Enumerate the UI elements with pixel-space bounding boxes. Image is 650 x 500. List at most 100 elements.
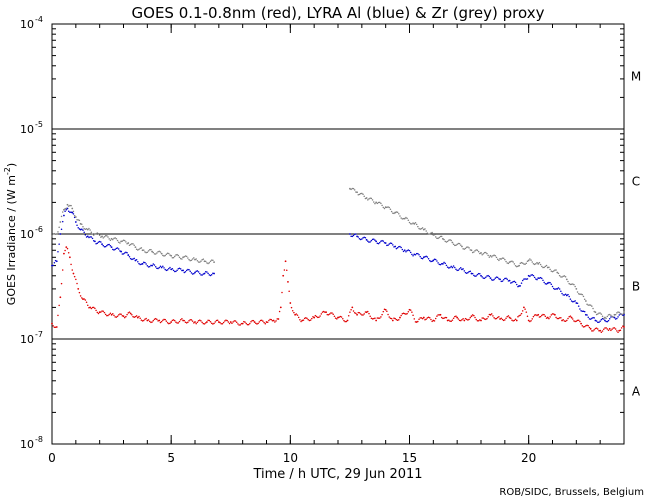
- trace-dot: [238, 324, 240, 326]
- flare-class-label: C: [632, 175, 640, 189]
- trace-dot: [459, 244, 462, 246]
- trace-dot: [67, 251, 70, 254]
- trace-dot: [412, 314, 414, 317]
- trace-dot: [452, 243, 455, 245]
- trace-dot: [252, 319, 255, 322]
- trace-dot: [140, 247, 143, 249]
- trace-dot: [330, 312, 332, 314]
- trace-dot: [179, 319, 182, 321]
- trace-dot: [160, 320, 163, 323]
- trace-dot: [190, 272, 193, 274]
- trace-dot: [468, 318, 470, 321]
- trace-dot: [162, 319, 164, 321]
- trace-dot: [415, 223, 418, 226]
- trace-dot: [409, 251, 412, 254]
- trace-dot: [396, 319, 399, 322]
- trace-dot: [115, 237, 118, 240]
- trace-dot: [541, 314, 543, 317]
- trace-dot: [535, 262, 537, 265]
- trace-dot: [232, 321, 234, 323]
- data-point: [127, 242, 130, 244]
- trace-dot: [116, 315, 119, 318]
- trace-dot: [419, 317, 421, 319]
- data-point: [110, 237, 113, 240]
- trace-dot: [409, 223, 412, 225]
- data-point: [101, 235, 103, 238]
- trace-dot: [370, 317, 373, 319]
- trace-dot: [150, 248, 152, 251]
- trace-dot: [505, 260, 507, 263]
- data-point: [194, 258, 196, 261]
- trace-dot: [69, 211, 71, 214]
- trace-dot: [154, 266, 157, 268]
- trace-dot: [614, 328, 617, 330]
- trace-dot: [351, 235, 354, 238]
- trace-dot: [76, 219, 78, 221]
- trace-dot: [246, 323, 249, 326]
- data-point: [403, 217, 406, 220]
- data-point: [63, 252, 65, 255]
- trace-dot: [433, 258, 436, 260]
- data-point: [151, 250, 154, 253]
- trace-dot: [367, 310, 369, 313]
- trace-dot: [567, 280, 569, 283]
- trace-dot: [431, 260, 433, 262]
- trace-dot: [85, 301, 88, 304]
- trace-dot: [461, 318, 463, 321]
- trace-dot: [108, 238, 110, 240]
- trace-dot: [427, 233, 430, 235]
- trace-dot: [283, 269, 286, 271]
- trace-dot: [328, 313, 331, 315]
- trace-dot: [195, 258, 197, 260]
- trace-dot: [278, 310, 281, 313]
- trace-dot: [521, 279, 524, 282]
- trace-dot: [541, 277, 543, 280]
- data-point: [71, 207, 74, 210]
- trace-dot: [400, 314, 402, 317]
- data-point: [561, 319, 563, 322]
- trace-dot: [408, 249, 411, 252]
- trace-dot: [496, 316, 499, 319]
- data-point: [527, 259, 530, 262]
- trace-dot: [370, 239, 373, 242]
- trace-dot: [394, 317, 396, 320]
- trace-dot: [544, 283, 547, 285]
- trace-dot: [331, 312, 333, 314]
- trace-dot: [576, 319, 579, 322]
- trace-dot: [64, 249, 66, 252]
- trace-dot: [542, 266, 544, 269]
- trace-dot: [311, 317, 313, 320]
- trace-dot: [90, 231, 93, 233]
- trace-dot: [526, 315, 529, 318]
- trace-dot: [412, 254, 414, 257]
- trace-dot: [378, 317, 381, 319]
- trace-dot: [507, 262, 510, 265]
- trace-dot: [300, 320, 302, 323]
- trace-dot: [424, 228, 426, 230]
- data-point: [356, 191, 358, 194]
- trace-dot: [555, 316, 557, 319]
- trace-dot: [606, 315, 609, 318]
- trace-dot: [102, 244, 104, 247]
- trace-dot: [551, 270, 554, 273]
- trace-dot: [575, 320, 578, 322]
- trace-dot: [291, 309, 294, 312]
- trace-dot: [610, 329, 612, 332]
- trace-dot: [274, 321, 276, 323]
- trace-dot: [166, 322, 169, 324]
- trace-dot: [184, 270, 187, 273]
- trace-dot: [442, 317, 444, 320]
- trace-dot: [618, 311, 620, 314]
- trace-dot: [151, 321, 153, 323]
- trace-dot: [483, 277, 486, 280]
- trace-dot: [235, 321, 238, 323]
- trace-dot: [485, 251, 487, 254]
- trace-dot: [550, 314, 553, 316]
- trace-dot: [154, 317, 157, 320]
- data-point: [432, 234, 435, 236]
- trace-dot: [156, 318, 158, 321]
- data-point: [74, 221, 77, 223]
- trace-dot: [533, 276, 536, 279]
- trace-dot: [449, 320, 451, 322]
- data-point: [413, 222, 416, 225]
